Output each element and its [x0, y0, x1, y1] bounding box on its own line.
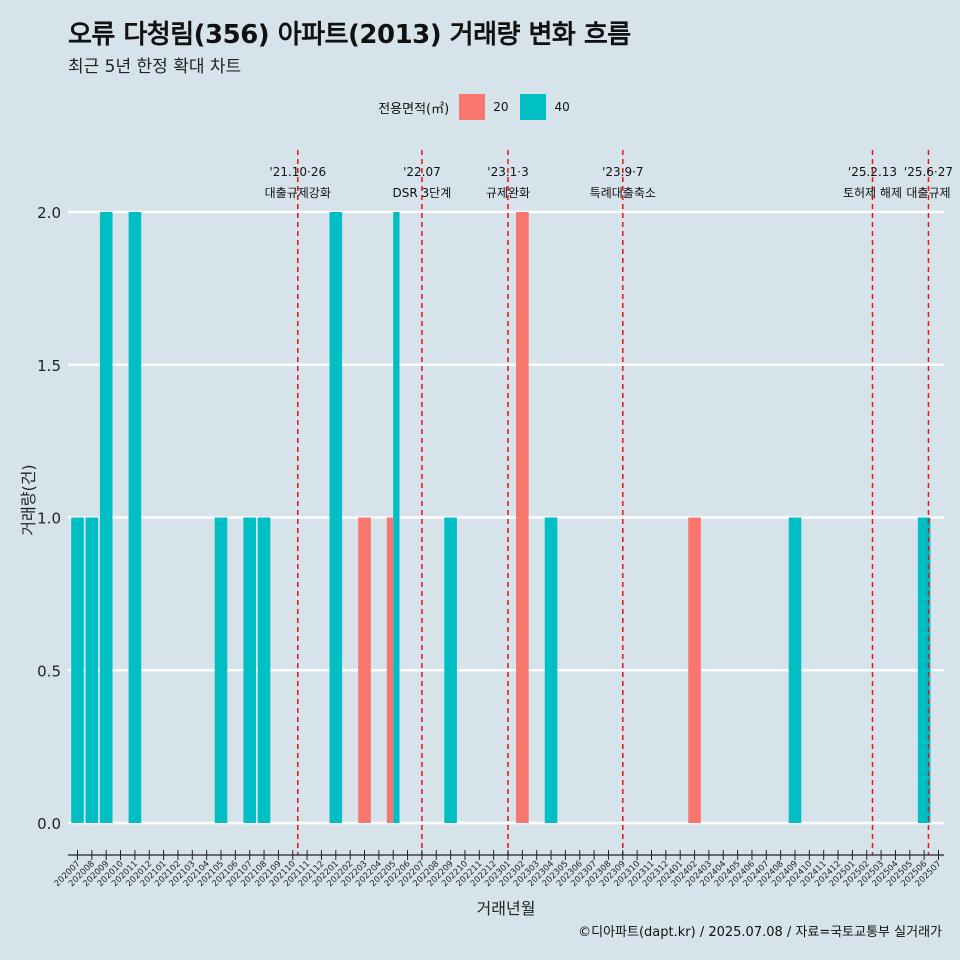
event-date: '25.2.13 — [848, 165, 897, 179]
bar-202009-40 — [99, 212, 113, 823]
legend-label-20: 20 — [493, 100, 509, 114]
bar-202108-40 — [257, 517, 271, 823]
bar-202409-40 — [788, 517, 802, 823]
bar-202007-40 — [71, 517, 84, 823]
event-label: 대출규제강화 — [265, 186, 331, 200]
bar-202205-40 — [393, 212, 400, 823]
event-date: '22.07 — [403, 165, 441, 179]
legend-title: 전용면적(㎡) — [378, 101, 450, 117]
y-tick-label: 1.5 — [37, 357, 61, 375]
y-axis: 0.0 0.5 1.0 1.5 2.0 — [37, 204, 61, 833]
source-caption: ©디아파트(dapt.kr) / 2025.07.08 / 자료=국토교통부 실… — [578, 925, 942, 940]
bar-202506-40 — [917, 517, 931, 823]
bars — [71, 212, 931, 823]
y-tick-label: 0.5 — [37, 662, 61, 680]
gridlines — [68, 210, 944, 825]
bar-202201-40 — [329, 212, 343, 823]
legend-key-20 — [459, 94, 486, 120]
y-tick-label: 2.0 — [37, 204, 61, 222]
bar-202105-40 — [214, 517, 228, 823]
y-axis-label: 거래량(건) — [19, 464, 38, 535]
bar-202011-40 — [128, 212, 142, 823]
event-label: 특례대출축소 — [590, 186, 656, 200]
event-date: '23.9·7 — [602, 165, 643, 179]
chart-title: 오류 다청림(356) 아파트(2013) 거래량 변화 흐름 — [68, 20, 631, 50]
legend-key-40 — [520, 94, 547, 120]
event-markers: '21.10·26 대출규제강화 '22.07 DSR 3단계 '23.1·3 규제완화 '… — [265, 150, 953, 855]
event-label: 규제완화 — [486, 186, 530, 200]
y-tick-label: 0.0 — [37, 815, 61, 833]
x-axis-label: 거래년월 — [477, 899, 536, 918]
event-date: '25.6·27 — [904, 165, 953, 179]
y-tick-label: 1.0 — [37, 510, 61, 528]
chart-subtitle: 최근 5년 한정 확대 차트 — [68, 57, 242, 77]
event-label: 대출규제 — [906, 186, 950, 200]
event-date: '21.10·26 — [269, 165, 326, 179]
x-axis: 2020072020082020092020102020112020122021… — [53, 850, 944, 889]
legend-label-40: 40 — [554, 100, 570, 114]
event-date: '23.1·3 — [487, 165, 528, 179]
bar-202203-20 — [358, 517, 371, 823]
legend: 전용면적(㎡) 20 40 — [0, 92, 960, 122]
bar-202302-20 — [516, 212, 529, 823]
bar-202209-40 — [444, 517, 457, 823]
bar-202304-40 — [544, 517, 558, 823]
bar-202205-20 — [386, 517, 394, 823]
bar-202402-20 — [688, 517, 701, 823]
event-label: 토허제 해제 — [843, 186, 902, 200]
event-label: DSR 3단계 — [393, 186, 452, 200]
bar-202008-40 — [85, 517, 99, 823]
bar-202107-40 — [243, 517, 256, 823]
